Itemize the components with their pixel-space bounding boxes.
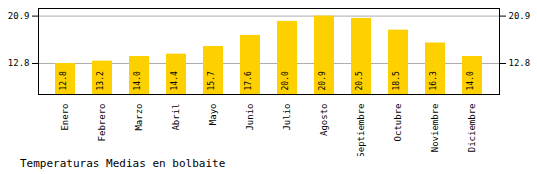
svg-text:Septiembre: Septiembre: [356, 104, 366, 157]
svg-text:12.8: 12.8: [8, 58, 30, 68]
svg-text:Junio: Junio: [245, 104, 255, 131]
svg-text:20.9: 20.9: [509, 11, 531, 21]
svg-text:Mayo: Mayo: [208, 104, 218, 126]
svg-text:12.8: 12.8: [59, 71, 68, 90]
svg-text:Agosto: Agosto: [319, 104, 329, 137]
svg-text:14.0: 14.0: [133, 71, 142, 90]
svg-text:20.9: 20.9: [8, 11, 30, 21]
svg-text:Noviembre: Noviembre: [430, 104, 440, 153]
svg-text:20.9: 20.9: [318, 71, 327, 90]
svg-text:Diciembre: Diciembre: [467, 104, 477, 153]
svg-text:16.3: 16.3: [429, 71, 438, 90]
svg-text:14.0: 14.0: [466, 71, 475, 90]
svg-text:15.7: 15.7: [207, 71, 216, 90]
svg-text:12.8: 12.8: [509, 58, 531, 68]
svg-text:13.2: 13.2: [96, 71, 105, 90]
svg-text:Abril: Abril: [171, 104, 181, 131]
html-text:Temperaturas Medias en bolbait: Temperaturas Medias en bolbaite: [20, 157, 226, 170]
svg-text:14.4: 14.4: [170, 71, 179, 90]
svg-text:20.5: 20.5: [355, 71, 364, 90]
svg-text:18.5: 18.5: [392, 71, 401, 90]
svg-text:Julio: Julio: [282, 104, 292, 131]
svg-text:Marzo: Marzo: [134, 104, 144, 131]
svg-text:Octubre: Octubre: [393, 104, 403, 142]
svg-text:Febrero: Febrero: [97, 104, 107, 142]
svg-text:Enero: Enero: [60, 104, 70, 131]
svg-text:20.0: 20.0: [281, 71, 290, 90]
svg-text:17.6: 17.6: [244, 71, 253, 90]
